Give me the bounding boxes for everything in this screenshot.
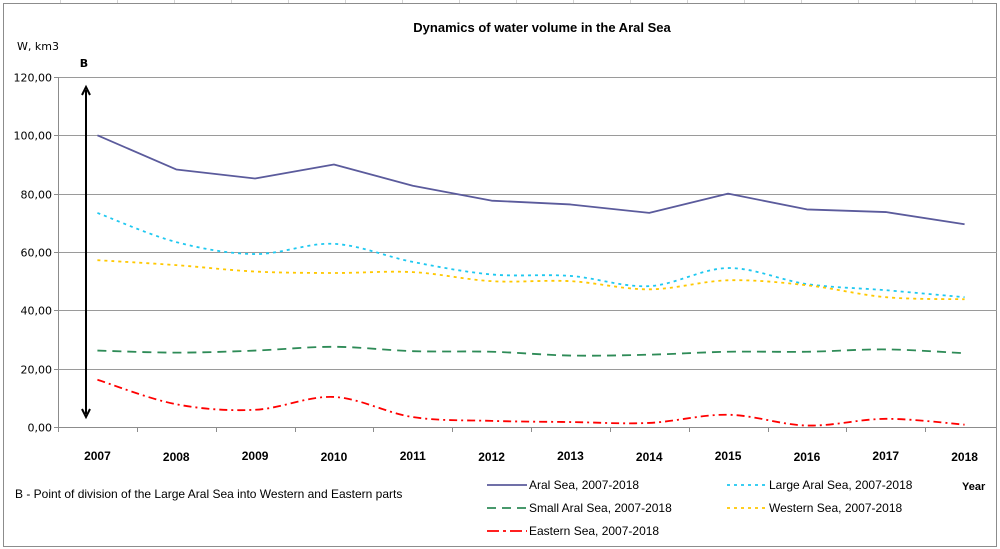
legend-label: Small Aral Sea, 2007-2018: [529, 501, 672, 515]
gridlines: [58, 77, 997, 428]
annotation-note: B - Point of division of the Large Aral …: [15, 487, 402, 501]
x-tick-label: 2012: [478, 450, 505, 464]
y-tick-label: 0,00: [28, 422, 53, 435]
series-line: [97, 134, 965, 226]
y-tick-label: 20,00: [21, 364, 53, 377]
y-tick-label: 80,00: [21, 189, 53, 202]
y-axis-label: W, km3: [17, 40, 59, 53]
arrow-down-head-icon: [81, 408, 91, 420]
y-axis-ticks: 0,00 20,00 40,00 60,00 80,00 100,00 120,00: [14, 72, 59, 435]
chart-title: Dynamics of water volume in the Aral Sea: [413, 20, 671, 35]
arrow-up-head-icon: [81, 84, 91, 96]
legend-label: Large Aral Sea, 2007-2018: [769, 478, 913, 492]
legend-label: Aral Sea, 2007-2018: [529, 478, 639, 492]
marker-label: B: [80, 57, 88, 70]
x-tick-label: 2015: [715, 449, 742, 463]
x-tick-label: 2008: [163, 450, 190, 464]
x-tick-label: 2017: [872, 449, 899, 463]
x-tick-label: 2009: [242, 449, 269, 463]
y-tick-label: 120,00: [14, 72, 53, 85]
y-tick-label: 60,00: [21, 247, 53, 260]
x-tick-label: 2010: [321, 450, 348, 464]
series-lines: [97, 134, 965, 427]
y-tick-label: 40,00: [21, 305, 53, 318]
x-tick-label: 2013: [557, 449, 584, 463]
x-axis: 2007 2008 2009 2010 2011 2012 2013 2014 2015 2016…: [58, 427, 978, 464]
y-tick-label: 100,00: [14, 130, 53, 143]
legend: Aral Sea, 2007-2018 Large Aral Sea, 2007-…: [487, 478, 913, 538]
series-line: [97, 259, 965, 301]
division-marker: B: [80, 57, 91, 420]
chart-frame: [3, 3, 997, 547]
series-line: [97, 212, 965, 299]
x-tick-label: 2014: [636, 450, 663, 464]
series-line: [97, 378, 965, 427]
legend-label: Western Sea, 2007-2018: [769, 501, 903, 515]
x-axis-label: Year: [962, 481, 986, 493]
x-tick-label: 2007: [84, 449, 111, 463]
x-tick-label: 2018: [951, 450, 978, 464]
x-tick-label: 2016: [794, 450, 821, 464]
x-tick-label: 2011: [400, 449, 426, 463]
legend-label: Eastern Sea, 2007-2018: [529, 524, 659, 538]
series-line: [97, 345, 965, 357]
